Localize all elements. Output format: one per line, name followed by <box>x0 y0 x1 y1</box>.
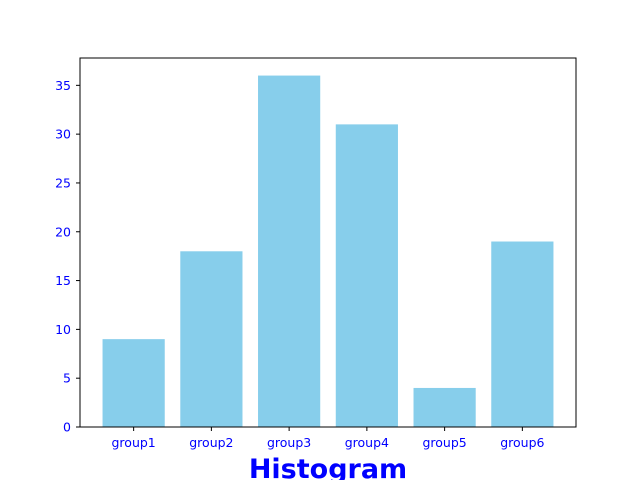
bars-layer <box>102 75 554 427</box>
x-tick-label: group6 <box>500 435 544 450</box>
bar-group2 <box>180 251 243 427</box>
y-tick-label: 15 <box>55 273 71 288</box>
bar-group4 <box>335 124 398 427</box>
plot-frame <box>79 57 577 428</box>
bar-group5 <box>413 387 476 427</box>
y-tick-label: 30 <box>55 127 71 142</box>
chart-title: Histogram <box>249 454 407 480</box>
x-tick-label: group4 <box>345 435 389 450</box>
x-tick-label: group5 <box>422 435 466 450</box>
y-tick-label: 5 <box>63 371 71 386</box>
x-tick-label: group3 <box>267 435 311 450</box>
y-tick-label: 10 <box>55 322 71 337</box>
y-tick-label: 25 <box>55 175 71 190</box>
bar-group6 <box>491 241 554 427</box>
x-tick-label: group1 <box>112 435 156 450</box>
bar-group3 <box>258 75 321 427</box>
y-tick-label: 35 <box>55 78 71 93</box>
bar-group1 <box>102 339 165 427</box>
x-tick-label: group2 <box>189 435 233 450</box>
y-tick-label: 20 <box>55 224 71 239</box>
x-axis: group1 group2 group3 group4 group5 group6 <box>112 427 545 450</box>
y-tick-label: 0 <box>63 420 71 435</box>
y-axis: 0 5 10 15 20 25 30 35 <box>55 78 80 435</box>
